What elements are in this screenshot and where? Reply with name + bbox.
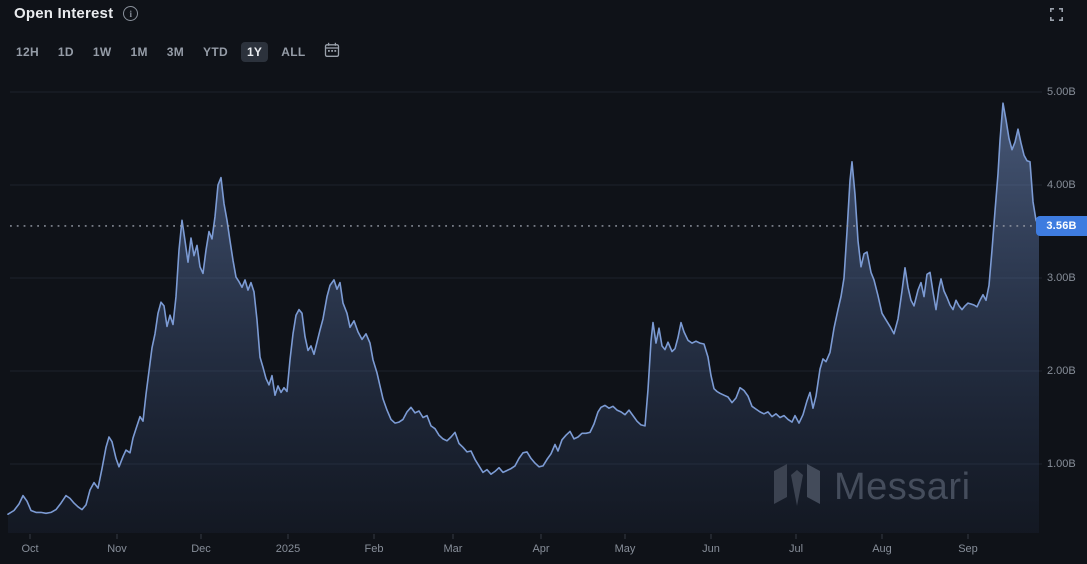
range-button-1m[interactable]: 1M xyxy=(124,42,153,62)
range-toolbar: 12H 1D 1W 1M 3M YTD 1Y ALL xyxy=(10,40,344,63)
range-button-1w[interactable]: 1W xyxy=(87,42,118,62)
range-button-ytd[interactable]: YTD xyxy=(197,42,234,62)
x-tick-label: Feb xyxy=(364,543,384,555)
x-tick-label: Jun xyxy=(702,543,720,555)
y-tick-label: 1.00B xyxy=(1047,457,1076,470)
x-tick-label: 2025 xyxy=(275,543,301,555)
range-button-all[interactable]: ALL xyxy=(275,42,311,62)
x-tick-label: Apr xyxy=(532,543,550,555)
range-button-1y[interactable]: 1Y xyxy=(240,41,269,62)
range-button-3m[interactable]: 3M xyxy=(161,42,190,62)
y-tick-label: 2.00B xyxy=(1047,364,1076,377)
range-button-1d[interactable]: 1D xyxy=(52,42,80,62)
x-tick-label: Jul xyxy=(788,543,804,555)
current-value-badge: 3.56B xyxy=(1036,215,1087,236)
x-tick-label: Oct xyxy=(21,543,39,555)
info-icon[interactable]: i xyxy=(123,6,139,21)
x-axis-tick-marks xyxy=(29,534,969,539)
header: Open Interest i xyxy=(14,5,139,22)
range-buttons: 12H 1D 1W 1M 3M YTD 1Y ALL xyxy=(10,41,311,62)
y-tick-label: 3.00B xyxy=(1047,271,1076,284)
x-tick-label: May xyxy=(614,543,636,555)
x-tick-label: Dec xyxy=(191,543,211,555)
x-tick-label: Aug xyxy=(872,543,892,555)
y-tick-label: 5.00B xyxy=(1047,85,1076,98)
fullscreen-icon[interactable] xyxy=(1050,8,1063,21)
y-tick-label: 4.00B xyxy=(1047,178,1076,191)
x-tick-label: Sep xyxy=(958,543,978,555)
area-fill xyxy=(8,103,1039,533)
x-tick-label: Nov xyxy=(107,543,127,555)
x-tick-label: Mar xyxy=(443,543,463,555)
range-button-12h[interactable]: 12H xyxy=(10,42,45,62)
page-title: Open Interest xyxy=(14,5,114,22)
series-line xyxy=(7,102,1040,515)
calendar-icon[interactable] xyxy=(320,40,344,63)
